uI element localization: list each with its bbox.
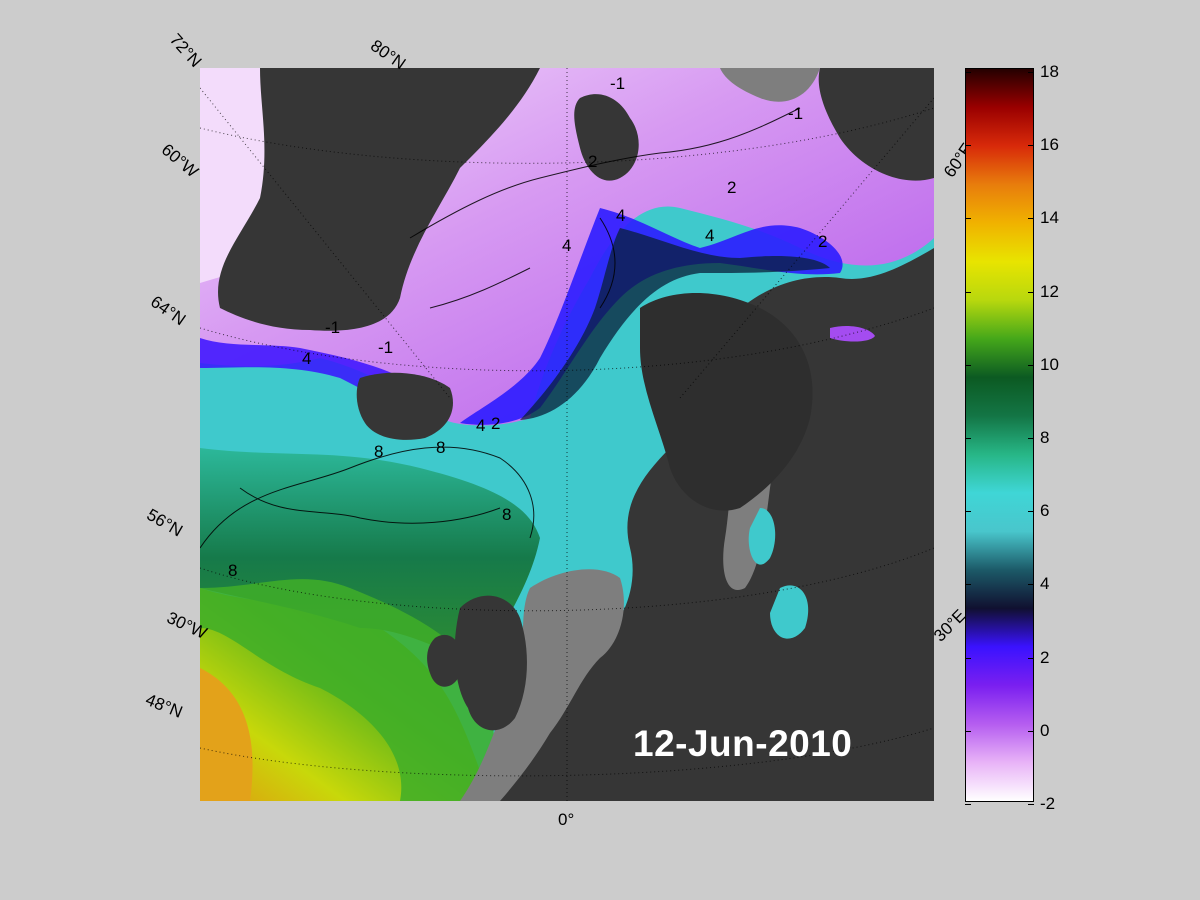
graticule bbox=[200, 68, 934, 801]
colorbar-tick-label: 16 bbox=[1040, 135, 1059, 155]
lat-label-56n: 56°N bbox=[143, 505, 186, 541]
baltic-water-patch bbox=[748, 508, 776, 565]
iceland-front-band bbox=[200, 338, 447, 423]
contour-label: 2 bbox=[491, 414, 501, 433]
lat-label-48n: 48°N bbox=[142, 690, 186, 722]
colorbar-tick-label: 0 bbox=[1040, 720, 1050, 740]
contour-label: -1 bbox=[610, 74, 626, 93]
contour-label: 2 bbox=[588, 152, 598, 171]
north-sea-shelf bbox=[460, 569, 624, 801]
colorbar-tick-mark bbox=[1028, 730, 1034, 732]
colorbar-tick-mark bbox=[965, 438, 971, 439]
colorbar-tick-label: 6 bbox=[1040, 501, 1050, 521]
colorbar-tick-label: -2 bbox=[1040, 794, 1056, 813]
colorbar-tick-mark bbox=[965, 291, 971, 293]
colorbar-tick-mark bbox=[965, 218, 971, 220]
white-sea-patch bbox=[830, 325, 875, 342]
contour-label: 2 bbox=[727, 178, 737, 197]
colorbar-tick-mark bbox=[965, 584, 971, 586]
contour-label: 4 bbox=[562, 236, 572, 255]
green-water-region bbox=[200, 579, 500, 801]
colorbar-tick-label: 18 bbox=[1040, 62, 1059, 81]
colorbar-tick-mark bbox=[965, 804, 971, 805]
colorbar-tick-mark bbox=[965, 511, 971, 513]
arctic-ice-patch bbox=[720, 68, 820, 102]
colorbar-tick-label: 4 bbox=[1040, 574, 1050, 594]
colorbar-tick-mark bbox=[965, 145, 971, 147]
colorbar-tick-label: 8 bbox=[1040, 428, 1050, 447]
gulf-water-patch bbox=[770, 585, 809, 639]
contour-label: -1 bbox=[788, 104, 804, 123]
colorbar-tick-mark bbox=[1028, 145, 1034, 147]
contour-label: 8 bbox=[228, 561, 238, 580]
great-britain-land bbox=[454, 595, 527, 731]
date-label: 12-Jun-2010 bbox=[633, 723, 853, 764]
ireland-land bbox=[427, 634, 463, 687]
map-panel[interactable]: -1 -1 2 2 2 4 4 4 -1 -1 4 8 8 8 8 2 4 -1… bbox=[200, 68, 934, 801]
colorbar-tick-mark bbox=[965, 364, 971, 366]
colorbar-tick-mark bbox=[1028, 72, 1034, 73]
northeast-land bbox=[818, 68, 934, 181]
scandinavian-peninsula bbox=[640, 293, 813, 511]
contour-label: -1 bbox=[325, 318, 341, 337]
lat-label-64n: 64°N bbox=[147, 292, 190, 330]
contour-label: 4 bbox=[302, 349, 312, 368]
lat-label-72n: 72°N bbox=[165, 30, 206, 71]
colorbar-tick-mark bbox=[1028, 657, 1034, 659]
colorbar-tick-mark bbox=[1028, 511, 1034, 513]
colorbar-tick-mark bbox=[1028, 804, 1034, 805]
warm-orange-region bbox=[200, 668, 253, 801]
colorbar bbox=[965, 68, 1034, 802]
colorbar-tick-mark bbox=[965, 72, 971, 73]
contour-label: 2 bbox=[818, 232, 828, 251]
colorbar-tick-mark bbox=[965, 730, 971, 732]
colorbar-tick-label: 12 bbox=[1040, 281, 1059, 301]
contour-label: 4 bbox=[705, 226, 715, 245]
contour-label: 8 bbox=[502, 505, 512, 524]
lon-label-60w: 60°W bbox=[157, 140, 202, 182]
colorbar-tick-mark bbox=[1028, 584, 1034, 586]
contour-label: 4 bbox=[476, 416, 486, 435]
contour-label: -1 bbox=[378, 338, 394, 357]
colorbar-tick-mark bbox=[1028, 291, 1034, 293]
colorbar-tick-mark bbox=[1028, 364, 1034, 366]
contour-label: 4 bbox=[616, 206, 626, 225]
mid-water-region bbox=[200, 448, 540, 668]
colorbar-tick-mark bbox=[965, 657, 971, 659]
iceland-land bbox=[356, 372, 453, 440]
colorbar-tick-mark bbox=[1028, 438, 1034, 439]
colorbar-tick-label: 2 bbox=[1040, 647, 1050, 667]
dark-front-band bbox=[520, 228, 830, 420]
colorbar-tick-label: 14 bbox=[1040, 208, 1059, 228]
colorbar-tick-mark bbox=[1028, 218, 1034, 220]
greenland-land bbox=[218, 68, 540, 331]
lon-label-0: 0° bbox=[558, 810, 575, 829]
colorbar-tick-label: 10 bbox=[1040, 354, 1059, 374]
sea-surface-temperature-map bbox=[200, 68, 934, 801]
contour-label: 8 bbox=[436, 438, 446, 457]
contour-lines bbox=[200, 107, 801, 549]
contour-label: 8 bbox=[374, 442, 384, 461]
